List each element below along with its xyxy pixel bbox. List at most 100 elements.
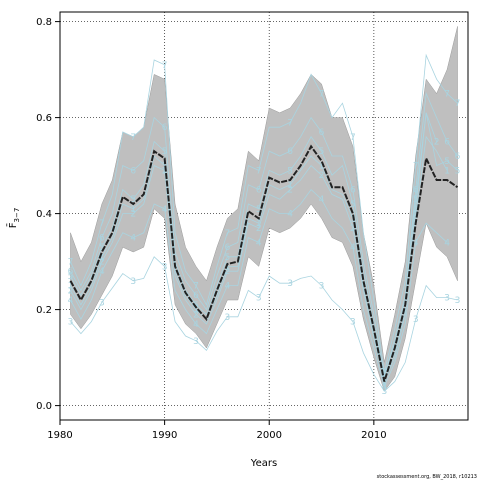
retro-label-6-1981: 6 — [68, 267, 74, 277]
retro-label-5-2002: 5 — [287, 166, 293, 176]
retro-line-7 — [70, 53, 458, 373]
retro-label-3-2002: 3 — [287, 279, 293, 289]
retro-label-7-1987: 7 — [130, 133, 136, 143]
x-axis: 1980 1990 2000 2010 — [47, 420, 387, 441]
retro-label-3-2018: 3 — [455, 296, 461, 306]
retro-label-5-1981: 5 — [68, 272, 74, 282]
retro-label-5-2005: 5 — [319, 147, 325, 157]
retro-label-7-2002: 7 — [287, 118, 293, 128]
retro-label-1-2005: 1 — [319, 162, 325, 172]
retrospective-lines — [70, 53, 458, 392]
retro-label-4-1999: 4 — [256, 238, 262, 248]
retro-label-7-2011: 7 — [381, 368, 387, 378]
retro-label-2-1987: 2 — [130, 210, 136, 220]
retro-label-6-2002: 6 — [287, 147, 293, 157]
retro-label-2-2008: 2 — [350, 224, 356, 234]
y-tick-label-2: 0.4 — [36, 209, 52, 220]
retro-label-4-1984: 4 — [99, 267, 105, 277]
retro-label-2-1996: 2 — [225, 267, 231, 277]
y-axis: 0.0 0.2 0.4 0.6 0.8 — [36, 17, 60, 412]
retro-line-3 — [70, 256, 458, 392]
retro-label-4-1993: 4 — [193, 320, 199, 330]
retro-label-3-1993: 3 — [193, 337, 199, 347]
plot-frame — [59, 11, 469, 421]
retro-label-3-1984: 3 — [99, 298, 105, 308]
retro-label-1-1999: 1 — [256, 219, 262, 229]
retro-label-4-2017: 4 — [444, 238, 450, 248]
retro-label-7-1981: 7 — [68, 258, 74, 268]
retro-label-6-2005: 6 — [319, 128, 325, 138]
retro-label-7-1996: 7 — [225, 229, 231, 239]
retro-label-7-2008: 7 — [350, 133, 356, 143]
retro-label-5-1990: 5 — [162, 147, 168, 157]
retro-label-2-1984: 2 — [99, 258, 105, 268]
retro-label-6-2017: 6 — [444, 138, 450, 148]
retro-label-3-1999: 3 — [256, 294, 262, 304]
retro-label-1-2017: 1 — [444, 166, 450, 176]
retro-label-3-1996: 3 — [225, 313, 231, 323]
retro-label-4-1996: 4 — [225, 282, 231, 292]
retro-label-6-2014: 6 — [413, 186, 419, 196]
retro-label-1-1984: 1 — [99, 253, 105, 263]
retro-label-6-2008: 6 — [350, 186, 356, 196]
retro-label-7-2005: 7 — [319, 90, 325, 100]
retro-label-4-1981: 4 — [68, 296, 74, 306]
retro-label-1-1993: 1 — [193, 306, 199, 316]
retro-label-4-2002: 4 — [287, 210, 293, 220]
retro-line-6 — [70, 92, 458, 377]
retro-label-5-2018: 5 — [455, 166, 461, 176]
retro-label-2-2011: 2 — [381, 378, 387, 388]
retro-label-5-2017: 5 — [444, 157, 450, 167]
retro-label-1-2002: 1 — [287, 181, 293, 191]
retro-label-3-1981: 3 — [68, 318, 74, 328]
retro-label-7-2014: 7 — [413, 162, 419, 172]
retro-label-1-1987: 1 — [130, 205, 136, 215]
retro-label-2-2014: 2 — [413, 205, 419, 215]
retro-label-3-1987: 3 — [130, 277, 136, 287]
retro-label-6-1996: 6 — [225, 243, 231, 253]
retro-label-7-1990: 7 — [162, 61, 168, 71]
y-tick-label-3: 0.6 — [36, 113, 52, 124]
retro-label-4-1987: 4 — [130, 234, 136, 244]
x-tick-label-1: 1990 — [152, 430, 177, 441]
retro-label-6-1987: 6 — [130, 166, 136, 176]
retro-label-4-2005: 4 — [319, 195, 325, 205]
retro-label-2-2002: 2 — [287, 186, 293, 196]
retro-label-4-2014: 4 — [413, 238, 419, 248]
retro-label-2-1999: 2 — [256, 224, 262, 234]
retro-label-7-2017: 7 — [444, 90, 450, 100]
retro-label-5-1999: 5 — [256, 205, 262, 215]
retro-label-2-2005: 2 — [319, 171, 325, 181]
retro-label-3-2014: 3 — [413, 315, 419, 325]
retro-label-1-2011: 1 — [381, 378, 387, 388]
retro-line-4 — [70, 189, 448, 388]
retro-line-2 — [70, 112, 437, 383]
retro-line-5 — [70, 112, 458, 377]
y-tick-label-1: 0.2 — [36, 305, 52, 316]
retro-label-4-1990: 4 — [162, 205, 168, 215]
retro-label-3-2008: 3 — [350, 318, 356, 328]
retro-label-1-1996: 1 — [225, 262, 231, 272]
retro-label-6-1990: 6 — [162, 123, 168, 133]
retro-label-6-1993: 6 — [193, 291, 199, 301]
x-axis-label: Years — [250, 458, 277, 469]
y-axis-label-sub: 3−7 — [13, 208, 21, 223]
y-tick-label-4: 0.8 — [36, 17, 52, 28]
retro-label-5-1984: 5 — [99, 243, 105, 253]
retro-label-7-1999: 7 — [256, 166, 262, 176]
retro-label-6-1999: 6 — [256, 186, 262, 196]
retro-label-6-2018: 6 — [455, 152, 461, 162]
retro-label-2-1993: 2 — [193, 310, 199, 320]
retro-label-7-2018: 7 — [455, 99, 461, 109]
x-tick-label-0: 1980 — [47, 430, 72, 441]
retro-label-6-1984: 6 — [99, 234, 105, 244]
y-tick-label-0: 0.0 — [36, 401, 52, 412]
retro-label-5-1996: 5 — [225, 253, 231, 263]
credit-text: stockassessment.org, BW_2018, r10213 — [377, 474, 477, 480]
x-tick-label-3: 2010 — [361, 430, 386, 441]
retro-label-2-1990: 2 — [162, 166, 168, 176]
retro-label-3-1990: 3 — [162, 262, 168, 272]
confidence-band — [70, 26, 458, 392]
retro-label-3-2005: 3 — [319, 282, 325, 292]
